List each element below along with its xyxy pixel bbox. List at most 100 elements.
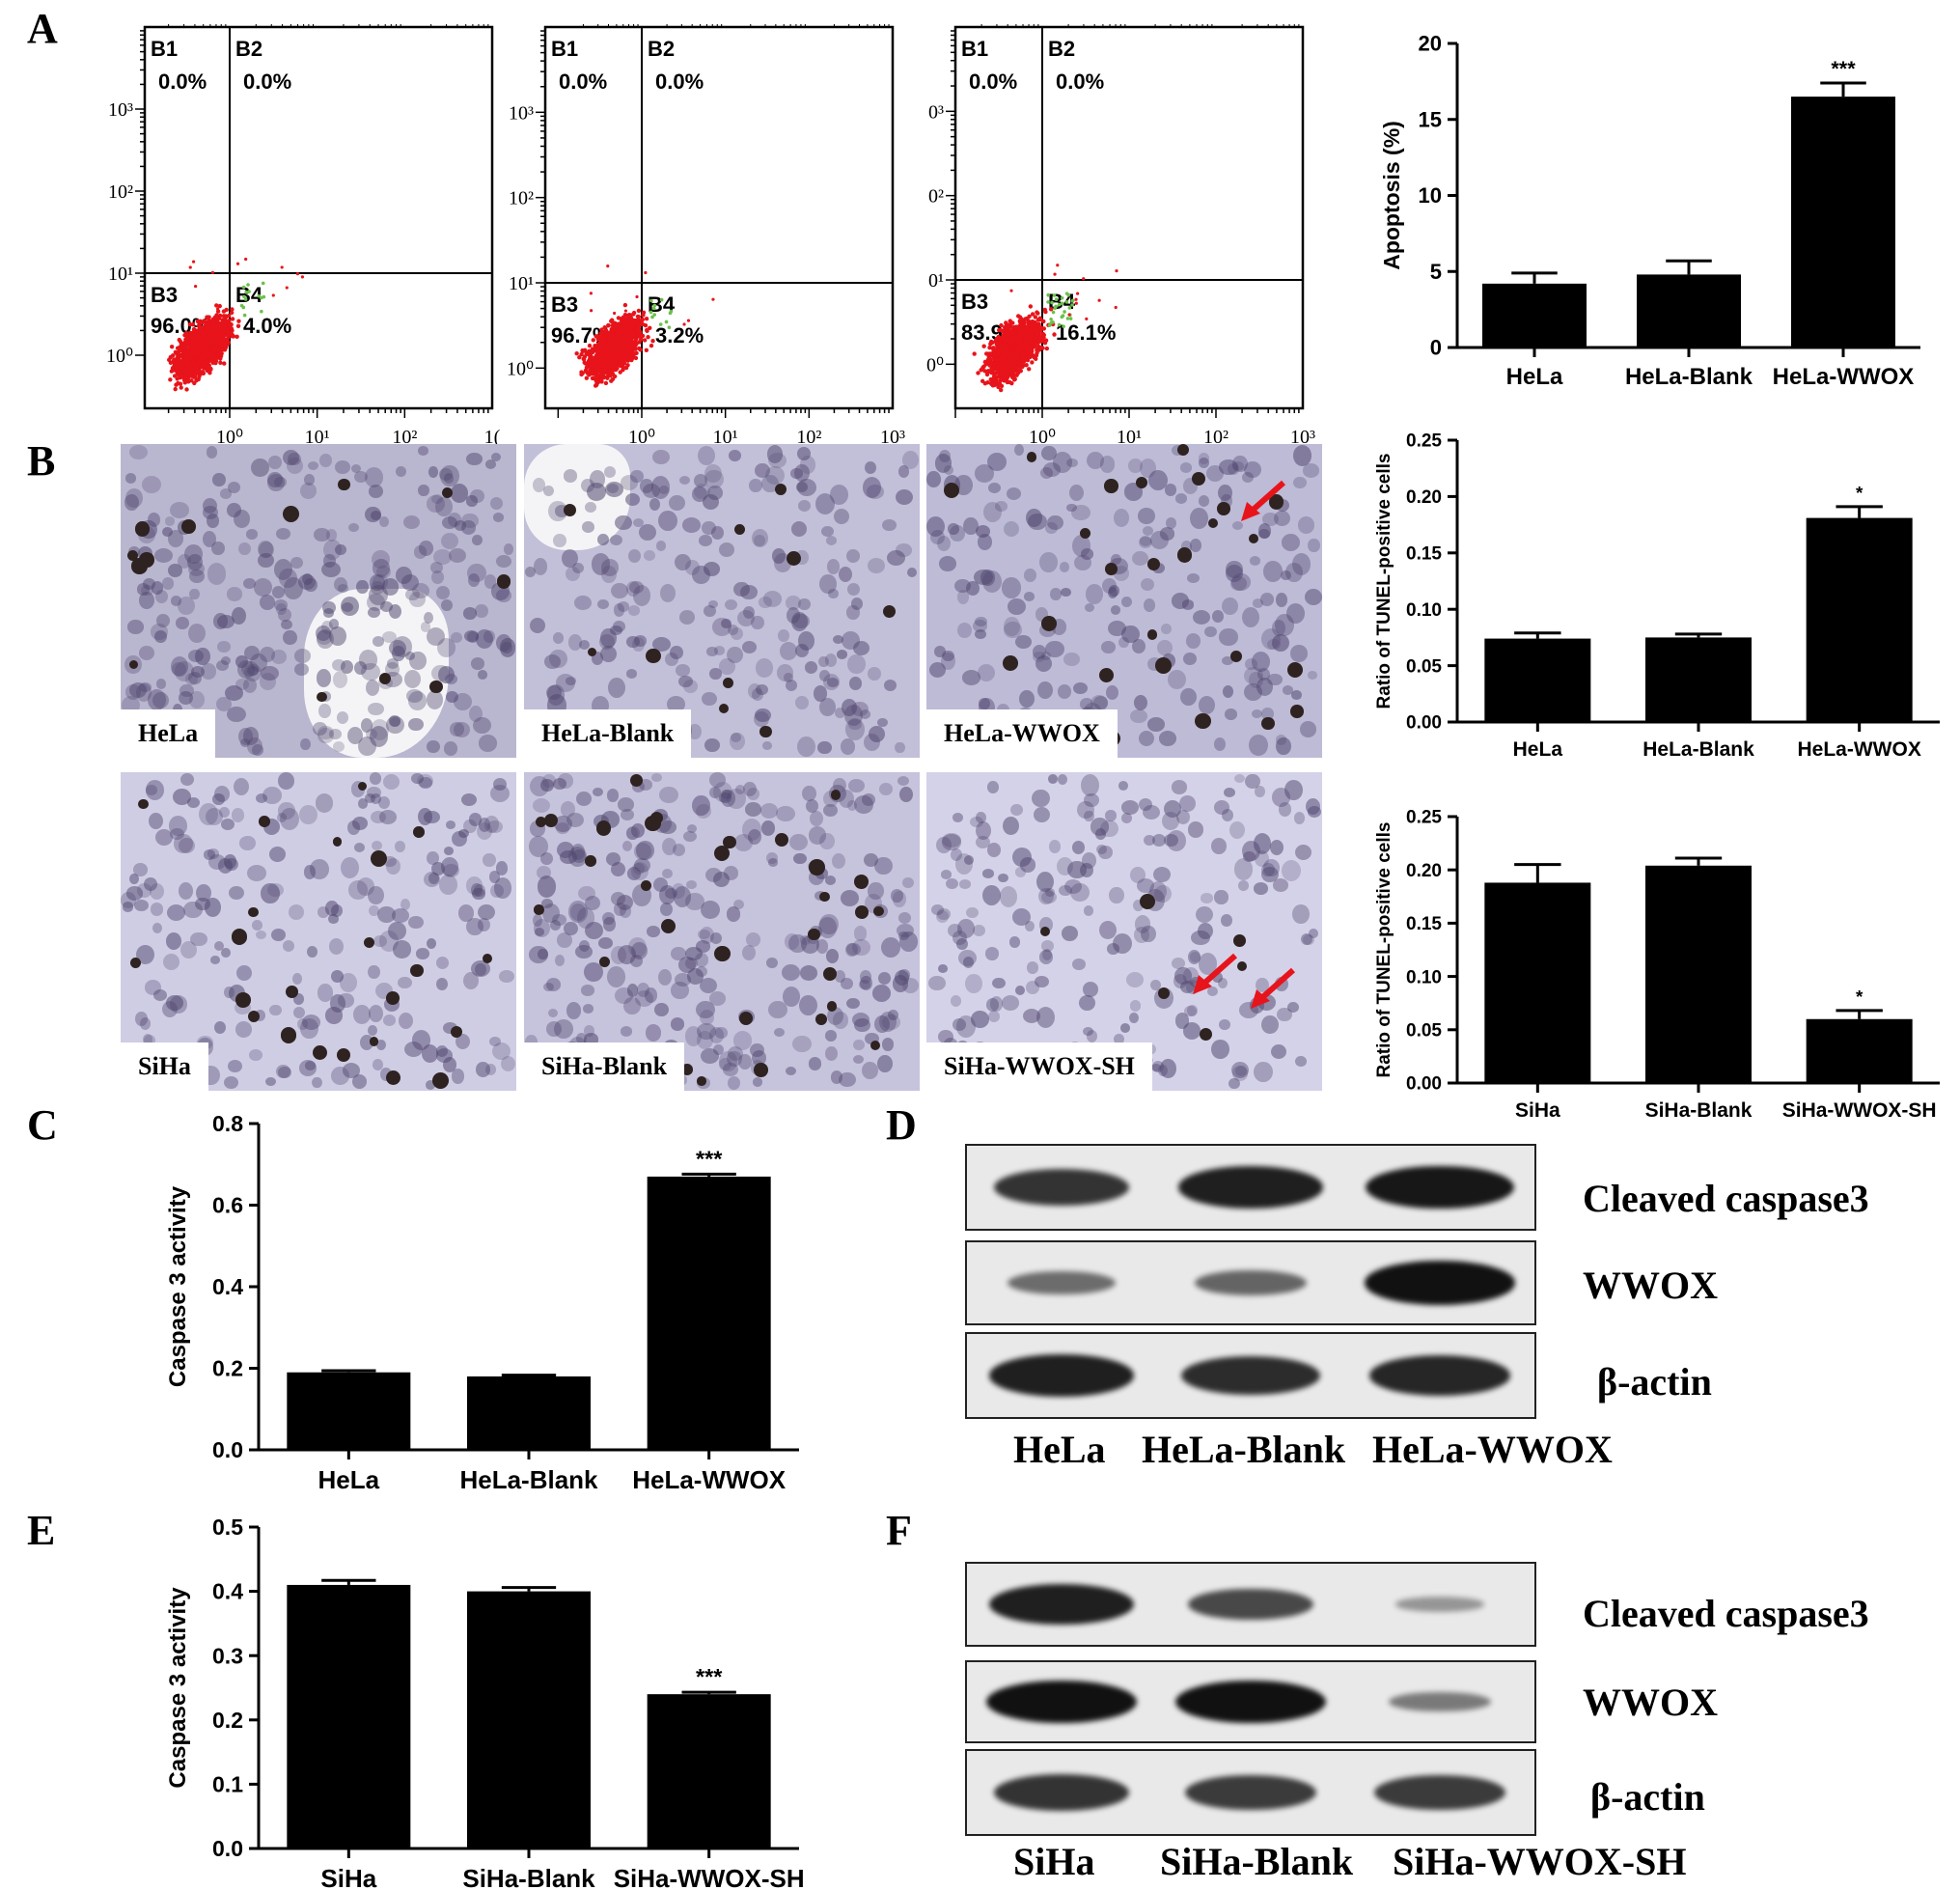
event-dot: [207, 340, 212, 346]
event-dot: [170, 366, 176, 371]
event-dot: [1002, 375, 1007, 381]
event-dot: [235, 334, 239, 339]
y-tick-label: 0.10: [1406, 967, 1442, 987]
event-dot: [229, 310, 235, 316]
x-tick-label: SiHa: [1515, 1099, 1560, 1122]
y-axis-label: Ratio of TUNEL-positive cells: [1374, 454, 1394, 709]
bar: [1806, 517, 1913, 722]
x-tick-label: SiHa-WWOX-SH: [614, 1864, 805, 1890]
event-dot-sparse: [606, 264, 610, 268]
y-tick-label: 0.2: [212, 1708, 243, 1733]
significance-marker: ***: [696, 1664, 723, 1689]
event-dot: [187, 361, 192, 366]
event-dot: [995, 371, 1000, 375]
cell: [299, 483, 317, 500]
event-dot-sparse: [1067, 313, 1071, 317]
event-dot: [1031, 320, 1036, 326]
quadrant-label-b3: B3: [961, 290, 988, 314]
event-dot: [187, 365, 193, 370]
event-dot: [591, 363, 596, 368]
y-tick-label: 5: [1430, 260, 1442, 284]
event-dot: [618, 341, 622, 347]
y-tick-label: 20: [1419, 32, 1442, 56]
event-dot: [193, 333, 198, 339]
event-dot: [1025, 345, 1031, 349]
event-dot-shoulder: [1049, 317, 1053, 321]
event-dot-sparse: [194, 284, 198, 289]
cell: [492, 512, 504, 522]
event-dot: [640, 317, 646, 322]
event-dot: [169, 344, 175, 349]
event-dot: [976, 371, 980, 375]
event-dot-shoulder: [664, 320, 669, 324]
micrograph-hela: HeLa: [121, 444, 516, 758]
event-dot: [204, 321, 208, 326]
event-dot: [205, 315, 210, 320]
event-dot: [1018, 342, 1023, 347]
event-dot: [1008, 351, 1012, 357]
quadrant-value-b4: 16.1%: [1056, 320, 1116, 345]
event-dot: [183, 357, 188, 363]
event-dot: [200, 320, 205, 324]
event-dot: [217, 325, 223, 331]
event-dot: [606, 362, 611, 367]
event-dot: [591, 338, 595, 343]
event-dot: [175, 376, 179, 381]
event-dot: [221, 328, 226, 333]
event-dot: [210, 318, 215, 323]
x-tick-label: HeLa-Blank: [1643, 738, 1754, 761]
x-tick-label: SiHa: [320, 1864, 376, 1890]
x-tick-label: HeLa-Blank: [1625, 364, 1753, 390]
bar: [1791, 97, 1895, 347]
event-dot: [995, 381, 1000, 386]
event-dot: [609, 319, 614, 323]
event-dot-shoulder: [649, 310, 653, 315]
cell: [418, 484, 429, 497]
cell: [271, 585, 286, 598]
event-dot: [1013, 334, 1018, 340]
cell: [472, 535, 483, 546]
event-dot: [230, 307, 235, 312]
event-dot-shoulder: [242, 313, 247, 318]
event-dot-shoulder: [1065, 317, 1070, 320]
event-dot: [972, 351, 977, 356]
y-tick-label: 0.15: [1406, 543, 1442, 564]
event-dot: [989, 339, 994, 345]
event-dot: [218, 353, 224, 359]
plot-frame: [543, 25, 895, 410]
event-dot-sparse: [244, 257, 248, 262]
event-dot: [624, 313, 629, 318]
event-dot: [1034, 330, 1038, 335]
event-dot: [994, 342, 1000, 347]
event-dot: [620, 353, 624, 359]
event-dot: [636, 346, 642, 351]
significance-marker: *: [1856, 987, 1863, 1008]
event-dot: [1037, 335, 1042, 340]
event-dot: [642, 338, 648, 343]
event-dot: [595, 350, 600, 356]
event-dot: [199, 364, 205, 370]
event-dot-sparse: [210, 270, 215, 274]
event-dot: [188, 339, 194, 344]
event-dot: [601, 356, 607, 361]
event-dot: [199, 325, 204, 330]
cell: [300, 737, 311, 751]
event-dot: [584, 365, 590, 370]
cell: [504, 543, 514, 555]
y-tick-label: 0.25: [1406, 431, 1442, 452]
event-dot: [621, 321, 626, 327]
x-tick-label: SiHa-Blank: [462, 1864, 595, 1890]
event-dot-sparse: [589, 292, 593, 295]
event-dot: [632, 343, 638, 347]
event-dot: [173, 360, 178, 366]
event-dot: [980, 378, 985, 383]
event-dot: [607, 369, 613, 374]
cell: [283, 629, 297, 646]
event-dot: [1019, 356, 1025, 362]
event-dot-sparse: [1097, 298, 1101, 302]
y-tick-label: 10: [1419, 183, 1442, 208]
event-dot: [196, 376, 201, 382]
event-dot: [1032, 353, 1037, 358]
